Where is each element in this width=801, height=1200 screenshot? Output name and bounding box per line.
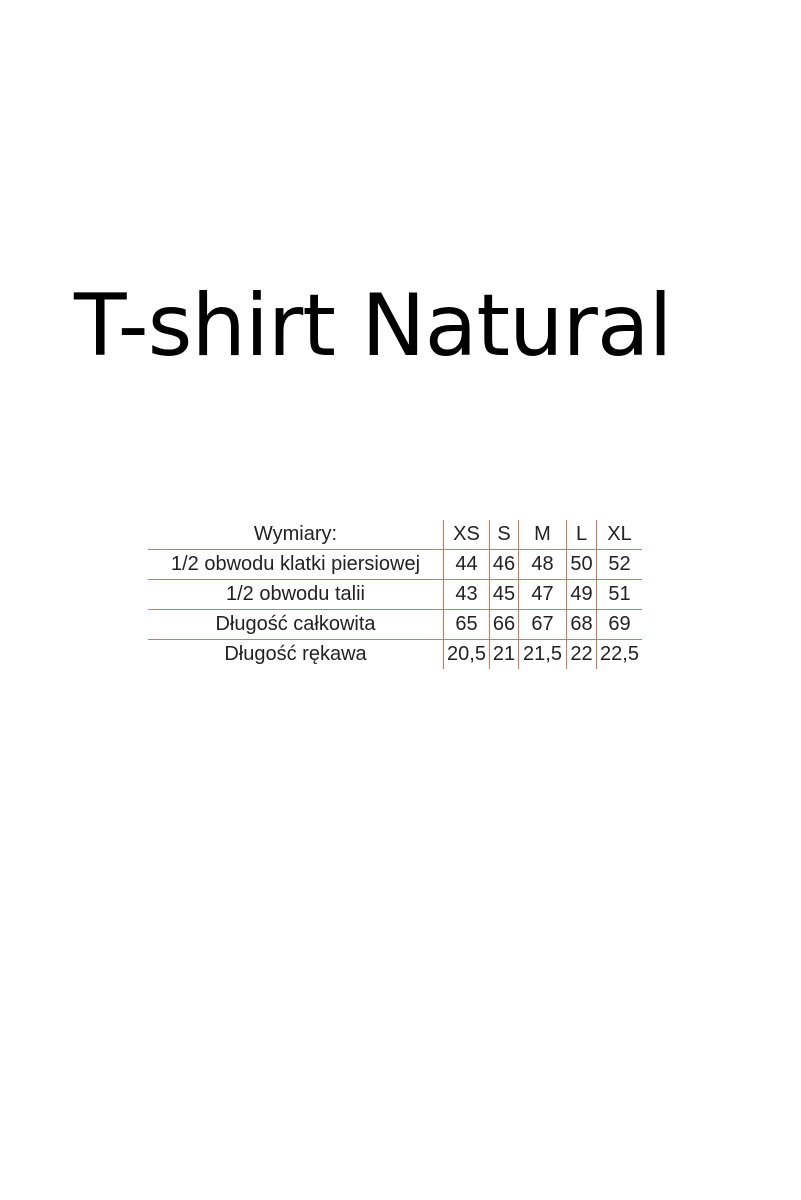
size-table: Wymiary: XS S M L XL 1/2 obwodu klatki piersio…: [148, 520, 642, 669]
page-title: T-shirt Natural: [74, 276, 672, 376]
measurement-label: 1/2 obwodu klatki piersiowej: [170, 553, 421, 575]
table-row: Długość rękawa 20,5 21 21,5 22 22,5: [148, 639, 642, 669]
measurement-value: 67: [518, 609, 567, 640]
measurement-value: 22,5: [596, 639, 642, 669]
measurement-value: 69: [596, 609, 642, 640]
measurement-value: 52: [596, 549, 642, 580]
measurement-value: 22: [566, 639, 597, 669]
measurement-value: 46: [489, 549, 519, 580]
measurement-label: Długość całkowita: [215, 613, 376, 635]
measurement-value: 20,5: [443, 639, 490, 669]
measurement-value: 21: [489, 639, 519, 669]
table-row: 1/2 obwodu klatki piersiowej 44 46 48 50 52: [148, 549, 642, 580]
size-header: L: [566, 520, 597, 550]
measurement-value: 45: [489, 579, 519, 610]
table-row: Długość całkowita 65 66 67 68 69: [148, 609, 642, 640]
measurement-label: 1/2 obwodu talii: [226, 583, 365, 605]
table-header-row: Wymiary: XS S M L XL: [148, 520, 642, 550]
measurement-value: 43: [443, 579, 490, 610]
measurement-value: 50: [566, 549, 597, 580]
measurement-value: 65: [443, 609, 490, 640]
size-header: S: [489, 520, 519, 550]
measurement-value: 51: [596, 579, 642, 610]
measurement-value: 66: [489, 609, 519, 640]
table-row: 1/2 obwodu talii 43 45 47 49 51: [148, 579, 642, 610]
header-label: Wymiary:: [253, 523, 338, 545]
measurement-value: 21,5: [518, 639, 567, 669]
size-header: M: [518, 520, 567, 550]
measurement-value: 68: [566, 609, 597, 640]
measurement-value: 49: [566, 579, 597, 610]
measurement-value: 47: [518, 579, 567, 610]
measurement-label: Długość rękawa: [224, 643, 367, 665]
size-header: XL: [596, 520, 642, 550]
measurement-value: 48: [518, 549, 567, 580]
size-header: XS: [443, 520, 490, 550]
measurement-value: 44: [443, 549, 490, 580]
